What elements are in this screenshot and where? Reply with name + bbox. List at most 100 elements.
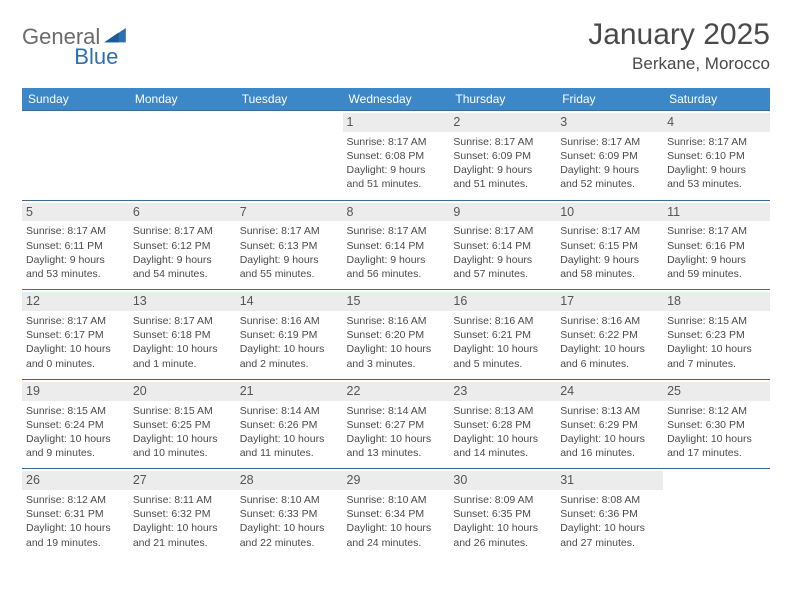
daylight-line: Daylight: 9 hours xyxy=(26,253,125,267)
sunset-line: Sunset: 6:10 PM xyxy=(667,149,766,163)
sunrise-line: Sunrise: 8:17 AM xyxy=(240,224,339,238)
daylight-line: Daylight: 10 hours xyxy=(240,342,339,356)
calendar-day-cell: 7Sunrise: 8:17 AMSunset: 6:13 PMDaylight… xyxy=(236,200,343,290)
sunrise-line: Sunrise: 8:16 AM xyxy=(453,314,552,328)
weekday-header: Saturday xyxy=(663,88,770,111)
daylight-line: and 17 minutes. xyxy=(667,446,766,460)
calendar-week-row: 5Sunrise: 8:17 AMSunset: 6:11 PMDaylight… xyxy=(22,200,770,290)
day-number: 5 xyxy=(22,203,129,222)
sunrise-line: Sunrise: 8:11 AM xyxy=(133,493,232,507)
logo-word2: Blue xyxy=(74,44,118,70)
logo: General Blue xyxy=(22,18,172,50)
daylight-line: and 14 minutes. xyxy=(453,446,552,460)
day-number: 16 xyxy=(449,292,556,311)
daylight-line: and 58 minutes. xyxy=(560,267,659,281)
daylight-line: Daylight: 9 hours xyxy=(347,253,446,267)
sunrise-line: Sunrise: 8:09 AM xyxy=(453,493,552,507)
calendar-week-row: 1Sunrise: 8:17 AMSunset: 6:08 PMDaylight… xyxy=(22,111,770,201)
daylight-line: Daylight: 9 hours xyxy=(240,253,339,267)
daylight-line: Daylight: 9 hours xyxy=(560,163,659,177)
calendar-week-row: 19Sunrise: 8:15 AMSunset: 6:24 PMDayligh… xyxy=(22,379,770,469)
calendar-day-cell: 28Sunrise: 8:10 AMSunset: 6:33 PMDayligh… xyxy=(236,469,343,558)
sunset-line: Sunset: 6:36 PM xyxy=(560,507,659,521)
sunrise-line: Sunrise: 8:08 AM xyxy=(560,493,659,507)
day-number: 25 xyxy=(663,382,770,401)
sunset-line: Sunset: 6:12 PM xyxy=(133,239,232,253)
sunset-line: Sunset: 6:14 PM xyxy=(347,239,446,253)
calendar-day-cell: 4 Sunrise: 8:17 AMSunset: 6:10 PMDaylight… xyxy=(663,111,770,201)
daylight-line: Daylight: 10 hours xyxy=(560,521,659,535)
sunset-line: Sunset: 6:23 PM xyxy=(667,328,766,342)
sunset-line: Sunset: 6:30 PM xyxy=(667,418,766,432)
daylight-line: and 19 minutes. xyxy=(26,536,125,550)
location-label: Berkane, Morocco xyxy=(588,54,770,74)
weekday-header: Monday xyxy=(129,88,236,111)
daylight-line: and 55 minutes. xyxy=(240,267,339,281)
sunset-line: Sunset: 6:27 PM xyxy=(347,418,446,432)
day-number: 1 xyxy=(343,113,450,132)
day-number: 13 xyxy=(129,292,236,311)
daylight-line: Daylight: 9 hours xyxy=(347,163,446,177)
daylight-line: and 22 minutes. xyxy=(240,536,339,550)
calendar-day-cell: 20Sunrise: 8:15 AMSunset: 6:25 PMDayligh… xyxy=(129,379,236,469)
daylight-line: and 3 minutes. xyxy=(347,357,446,371)
calendar-day-cell: 2Sunrise: 8:17 AMSunset: 6:09 PMDaylight… xyxy=(449,111,556,201)
daylight-line: and 27 minutes. xyxy=(560,536,659,550)
calendar-day-cell: 5Sunrise: 8:17 AMSunset: 6:11 PMDaylight… xyxy=(22,200,129,290)
page-title: January 2025 xyxy=(588,18,770,52)
weekday-header-row: SundayMondayTuesdayWednesdayThursdayFrid… xyxy=(22,88,770,111)
sunset-line: Sunset: 6:08 PM xyxy=(347,149,446,163)
day-number: 22 xyxy=(343,382,450,401)
daylight-line: and 52 minutes. xyxy=(560,177,659,191)
sunset-line: Sunset: 6:17 PM xyxy=(26,328,125,342)
sunrise-line: Sunrise: 8:17 AM xyxy=(667,135,766,149)
daylight-line: and 53 minutes. xyxy=(26,267,125,281)
sunrise-line: Sunrise: 8:12 AM xyxy=(667,404,766,418)
daylight-line: Daylight: 10 hours xyxy=(26,521,125,535)
daylight-line: Daylight: 10 hours xyxy=(667,342,766,356)
sunrise-line: Sunrise: 8:17 AM xyxy=(26,314,125,328)
calendar-day-cell: 26Sunrise: 8:12 AMSunset: 6:31 PMDayligh… xyxy=(22,469,129,558)
daylight-line: and 0 minutes. xyxy=(26,357,125,371)
sunset-line: Sunset: 6:09 PM xyxy=(453,149,552,163)
daylight-line: and 54 minutes. xyxy=(133,267,232,281)
calendar-day-cell: 27Sunrise: 8:11 AMSunset: 6:32 PMDayligh… xyxy=(129,469,236,558)
daylight-line: and 16 minutes. xyxy=(560,446,659,460)
day-number: 4 xyxy=(663,113,770,132)
daylight-line: Daylight: 10 hours xyxy=(26,342,125,356)
day-number: 6 xyxy=(129,203,236,222)
day-number: 2 xyxy=(449,113,556,132)
sunrise-line: Sunrise: 8:17 AM xyxy=(560,224,659,238)
daylight-line: Daylight: 10 hours xyxy=(453,521,552,535)
sunrise-line: Sunrise: 8:17 AM xyxy=(453,224,552,238)
sunset-line: Sunset: 6:31 PM xyxy=(26,507,125,521)
daylight-line: and 59 minutes. xyxy=(667,267,766,281)
day-number: 26 xyxy=(22,471,129,490)
calendar-day-cell: 1Sunrise: 8:17 AMSunset: 6:08 PMDaylight… xyxy=(343,111,450,201)
daylight-line: and 5 minutes. xyxy=(453,357,552,371)
title-block: January 2025 Berkane, Morocco xyxy=(588,18,770,74)
daylight-line: Daylight: 10 hours xyxy=(560,342,659,356)
sunrise-line: Sunrise: 8:17 AM xyxy=(347,224,446,238)
daylight-line: Daylight: 9 hours xyxy=(133,253,232,267)
daylight-line: Daylight: 10 hours xyxy=(26,432,125,446)
calendar-day-cell: 14Sunrise: 8:16 AMSunset: 6:19 PMDayligh… xyxy=(236,290,343,380)
calendar-page: General Blue January 2025 Berkane, Moroc… xyxy=(0,0,792,576)
daylight-line: Daylight: 10 hours xyxy=(240,432,339,446)
sunset-line: Sunset: 6:32 PM xyxy=(133,507,232,521)
day-number: 18 xyxy=(663,292,770,311)
weekday-header: Tuesday xyxy=(236,88,343,111)
calendar-day-cell: 17Sunrise: 8:16 AMSunset: 6:22 PMDayligh… xyxy=(556,290,663,380)
sunrise-line: Sunrise: 8:17 AM xyxy=(133,314,232,328)
day-number: 7 xyxy=(236,203,343,222)
day-number: 15 xyxy=(343,292,450,311)
sunrise-line: Sunrise: 8:10 AM xyxy=(347,493,446,507)
daylight-line: Daylight: 10 hours xyxy=(133,342,232,356)
daylight-line: Daylight: 9 hours xyxy=(667,163,766,177)
calendar-day-cell: 25Sunrise: 8:12 AMSunset: 6:30 PMDayligh… xyxy=(663,379,770,469)
daylight-line: Daylight: 10 hours xyxy=(347,342,446,356)
calendar-day-cell: 16Sunrise: 8:16 AMSunset: 6:21 PMDayligh… xyxy=(449,290,556,380)
sunset-line: Sunset: 6:19 PM xyxy=(240,328,339,342)
sunrise-line: Sunrise: 8:17 AM xyxy=(133,224,232,238)
calendar-day-cell: 9Sunrise: 8:17 AMSunset: 6:14 PMDaylight… xyxy=(449,200,556,290)
